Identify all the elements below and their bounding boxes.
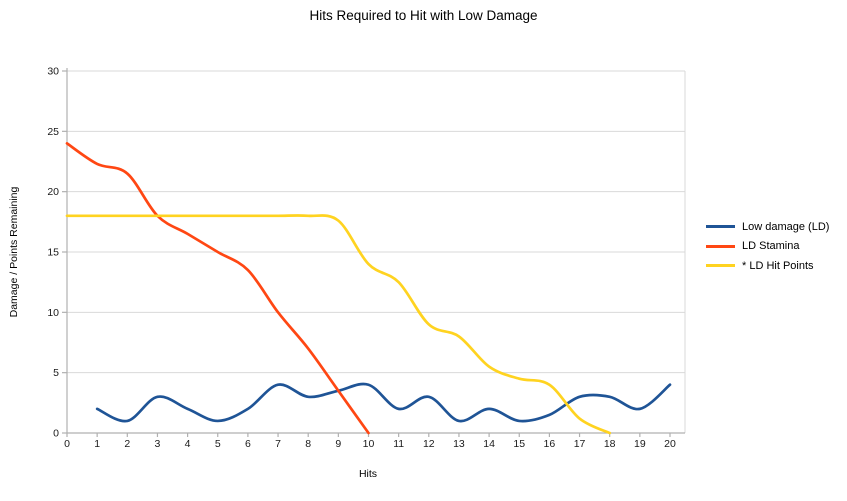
y-tick-label: 25 bbox=[47, 126, 59, 138]
legend-item-low-damage: Low damage (LD) bbox=[706, 217, 829, 237]
chart-title: Hits Required to Hit with Low Damage bbox=[309, 8, 538, 23]
x-tick-label: 17 bbox=[574, 438, 586, 450]
x-tick-label: 1 bbox=[94, 438, 100, 450]
x-tick-label: 7 bbox=[275, 438, 281, 450]
x-tick-label: 14 bbox=[483, 438, 495, 450]
x-axis-title: Hits bbox=[358, 468, 378, 480]
x-tick-label: 16 bbox=[544, 438, 556, 450]
x-tick-label: 10 bbox=[363, 438, 375, 450]
x-tick-label: 11 bbox=[393, 438, 404, 450]
legend-line-swatch bbox=[706, 225, 735, 229]
x-tick-label: 6 bbox=[245, 438, 251, 450]
series-line-ld-hit-points bbox=[65, 214, 612, 435]
x-tick-label: 9 bbox=[335, 438, 341, 450]
x-tick-label: 5 bbox=[215, 438, 221, 450]
x-tick-label: 2 bbox=[124, 438, 130, 450]
y-tick-label: 0 bbox=[53, 428, 59, 440]
x-tick-label: 12 bbox=[423, 438, 435, 450]
x-tick-label: 8 bbox=[305, 438, 311, 450]
x-tick-label: 4 bbox=[185, 438, 191, 450]
y-tick-label: 10 bbox=[47, 307, 59, 319]
legend-item-ld-stamina: LD Stamina bbox=[706, 237, 829, 257]
series-line-ld-stamina bbox=[65, 142, 370, 435]
y-axis-ticks: 0 5 10 15 20 25 30 bbox=[47, 66, 67, 440]
legend-label: LD Stamina bbox=[742, 240, 800, 253]
x-tick-label: 13 bbox=[453, 438, 465, 450]
legend-label: * LD Hit Points bbox=[742, 259, 814, 272]
legend: Low damage (LD) LD Stamina * LD Hit Poin… bbox=[706, 217, 829, 276]
x-tick-label: 18 bbox=[604, 438, 616, 450]
x-tick-label: 0 bbox=[64, 438, 70, 450]
y-tick-label: 20 bbox=[47, 186, 59, 198]
legend-label: Low damage (LD) bbox=[742, 220, 830, 233]
x-axis-ticks: 0 1 2 3 4 5 6 7 8 9 10 11 12 13 14 15 16 17 18 19 20 bbox=[64, 433, 676, 450]
y-tick-label: 15 bbox=[47, 247, 59, 259]
x-tick-label: 20 bbox=[664, 438, 676, 450]
x-tick-label: 3 bbox=[155, 438, 161, 450]
legend-line-swatch bbox=[706, 264, 735, 268]
x-tick-label: 19 bbox=[634, 438, 646, 450]
y-tick-label: 5 bbox=[53, 367, 59, 379]
series-line-low-damage-ld bbox=[95, 382, 672, 423]
legend-item-ld-hit-points: * LD Hit Points bbox=[706, 256, 829, 276]
axes bbox=[66, 68, 685, 434]
x-tick-label: 15 bbox=[513, 438, 525, 450]
y-tick-label: 30 bbox=[47, 66, 59, 78]
gridlines bbox=[67, 70, 686, 433]
legend-line-swatch bbox=[706, 244, 735, 248]
